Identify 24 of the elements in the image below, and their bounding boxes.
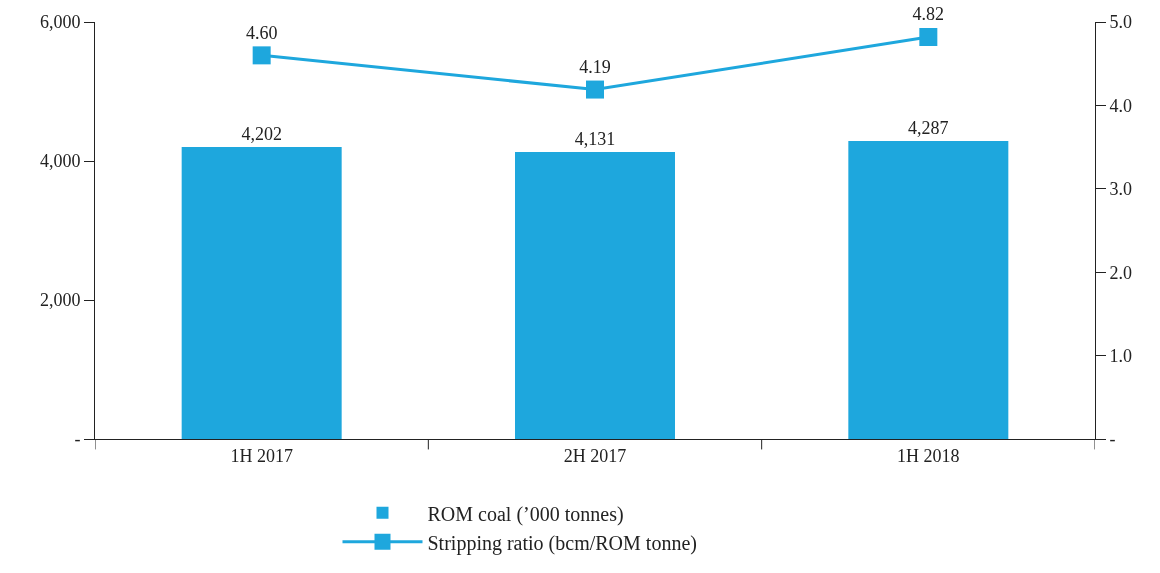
data-label: 4,202: [241, 123, 282, 144]
legend-label: Stripping ratio (bcm/ROM tonne): [427, 531, 697, 555]
point: [252, 46, 271, 65]
data-label: 4.19: [579, 56, 611, 77]
y2-tick-label: 1.0: [1109, 345, 1133, 366]
y-tick-label: 6,000: [39, 12, 81, 33]
y-tick-label: 2,000: [39, 290, 81, 311]
y2-tick-label: 5.0: [1109, 12, 1133, 33]
y2-tick-label: 2.0: [1109, 262, 1133, 283]
x-tick-label: 1H 2018: [897, 445, 960, 466]
y-tick-label: -: [74, 429, 81, 450]
y2-tick-label: 3.0: [1109, 179, 1133, 200]
point: [586, 80, 604, 99]
x-tick-label: 2H 2017: [563, 445, 627, 466]
y-tick-label: 4,000: [39, 151, 81, 172]
x-tick-label: 1H 2017: [230, 445, 293, 466]
y2-tick-label: -: [1109, 429, 1116, 450]
data-label: 4.60: [245, 22, 278, 43]
y2-tick-label: 4.0: [1109, 95, 1133, 116]
data-label: 4.82: [912, 4, 945, 25]
data-label: 4,287: [908, 118, 949, 139]
legend-label: ROM coal (’000 tonnes): [427, 502, 624, 526]
data-label: 4,131: [574, 128, 616, 149]
point: [919, 28, 938, 47]
